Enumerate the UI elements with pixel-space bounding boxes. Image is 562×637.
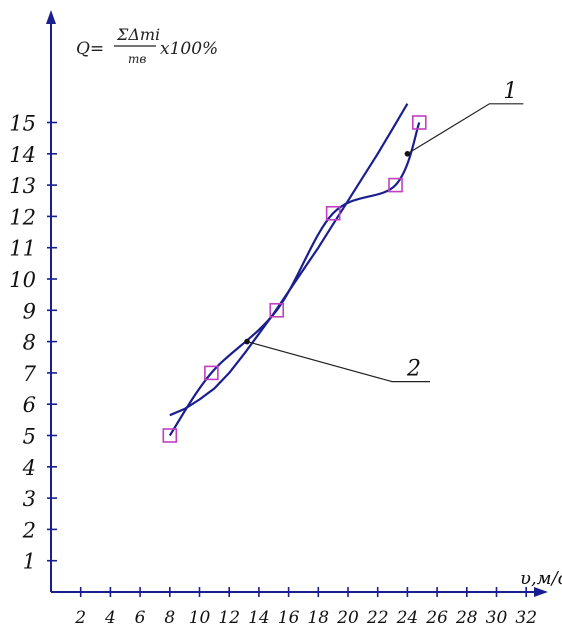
formula-denominator: mв — [128, 52, 146, 66]
annotation-1-leader — [407, 103, 524, 155]
y-axis-arrow — [46, 10, 56, 24]
formula: Q= ΣΔmi mв x100% — [76, 25, 218, 66]
series-1-marker — [162, 428, 178, 443]
x-tick-label: 26 — [425, 608, 448, 628]
x-tick-label: 4 — [104, 608, 116, 628]
y-tick-label: 3 — [23, 487, 36, 511]
x-tick-label: 12 — [218, 608, 240, 628]
y-tick-label: 2 — [22, 518, 36, 542]
x-tick-label: 28 — [455, 608, 478, 628]
x-tick-label: 8 — [164, 608, 175, 628]
y-tick-label: 7 — [23, 362, 37, 386]
x-tick-label: 6 — [135, 608, 146, 628]
y-tick-label: 4 — [22, 456, 36, 480]
series-1-marker — [411, 115, 427, 130]
x-tick-label: 16 — [278, 608, 300, 628]
annotation-2-label: 2 — [406, 357, 421, 382]
y-tick-label: 15 — [9, 112, 36, 136]
series-layer — [162, 103, 427, 443]
y-tick-label: 11 — [9, 237, 36, 261]
y-tick-label: 10 — [9, 268, 36, 292]
formula-factor: x100% — [160, 39, 218, 59]
series-1-marker — [269, 302, 285, 318]
x-tick-label: 18 — [307, 608, 329, 628]
formula-lhs: Q= — [76, 39, 104, 59]
y-tick-label: 6 — [23, 393, 36, 417]
series-1-line — [168, 122, 421, 437]
y-tick-label: 14 — [9, 143, 36, 167]
axes: υ,м/с — [46, 10, 562, 597]
series-1-marker — [325, 205, 341, 221]
x-tick-label: 10 — [189, 608, 211, 628]
x-tick-label: 20 — [336, 608, 359, 628]
formula-numerator: ΣΔmi — [116, 25, 160, 44]
y-tick-label: 1 — [23, 550, 36, 574]
x-tick-label: 22 — [366, 608, 389, 628]
x-tick-label: 24 — [396, 608, 419, 628]
x-tick-label: 30 — [486, 608, 508, 628]
x-axis-label: υ,м/с — [520, 568, 562, 589]
x-axis-arrow — [534, 587, 548, 597]
annotation-2-leader — [246, 341, 431, 383]
annotation-1-label: 1 — [503, 79, 517, 104]
x-tick-label: 32 — [515, 608, 537, 628]
y-tick-label: 13 — [9, 174, 36, 198]
y-tick-label: 8 — [23, 331, 36, 355]
annotations: 12 — [244, 79, 524, 383]
x-ticks: 2 4 6 8 10 12 14 16 18 20 22 24 26 28 30 32 — [74, 587, 537, 628]
y-tick-label: 5 — [23, 425, 36, 449]
series-1-marker — [388, 177, 403, 193]
x-tick-label: 2 — [74, 608, 86, 628]
y-tick-label: 12 — [9, 205, 36, 229]
series-1-marker — [204, 365, 219, 381]
y-tick-label: 9 — [23, 299, 36, 323]
x-tick-label: 14 — [248, 608, 270, 628]
